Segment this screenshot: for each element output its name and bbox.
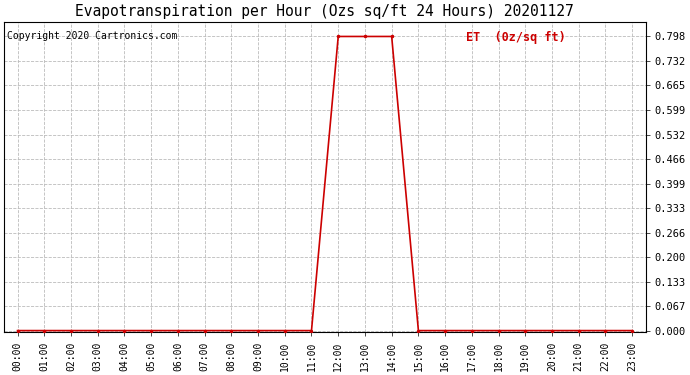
Text: Copyright 2020 Cartronics.com: Copyright 2020 Cartronics.com (8, 31, 178, 41)
Title: Evapotranspiration per Hour (Ozs sq/ft 24 Hours) 20201127: Evapotranspiration per Hour (Ozs sq/ft 2… (75, 4, 574, 19)
Text: ET  (0z/sq ft): ET (0z/sq ft) (466, 31, 566, 44)
